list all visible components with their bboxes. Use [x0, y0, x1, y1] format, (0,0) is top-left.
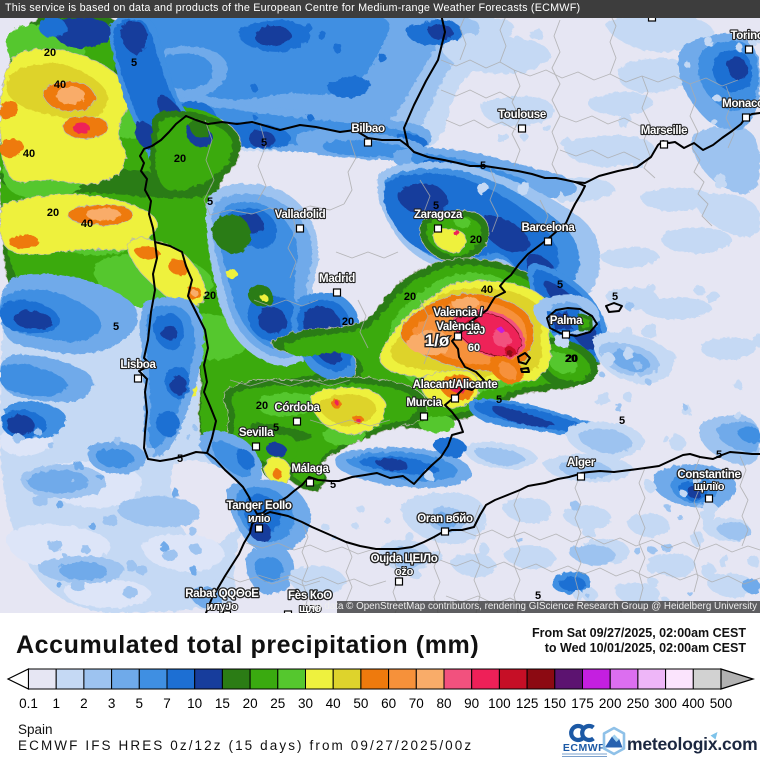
svg-text:400: 400 [682, 696, 705, 711]
svg-text:60: 60 [468, 342, 480, 354]
svg-text:125: 125 [516, 696, 539, 711]
svg-text:Toulouse: Toulouse [498, 109, 546, 121]
svg-text:20: 20 [404, 291, 416, 303]
svg-text:30: 30 [298, 696, 313, 711]
svg-text:500: 500 [710, 696, 733, 711]
svg-text:0.1: 0.1 [19, 696, 38, 711]
svg-text:3: 3 [108, 696, 116, 711]
svg-text:Torino: Torino [730, 30, 760, 42]
svg-text:5: 5 [496, 394, 502, 406]
svg-text:ECMWF: ECMWF [563, 742, 605, 754]
svg-text:5: 5 [136, 696, 144, 711]
svg-text:València: València [436, 321, 481, 333]
svg-text:Barcelona: Barcelona [522, 222, 576, 234]
svg-text:5: 5 [535, 590, 541, 602]
svg-text:Zaragoza: Zaragoza [414, 209, 463, 221]
svg-text:Córdoba: Córdoba [274, 402, 320, 414]
svg-text:5: 5 [716, 449, 722, 461]
svg-text:5: 5 [433, 200, 439, 212]
svg-text:Oran вбйо: Oran вбйо [417, 513, 473, 525]
svg-text:5: 5 [619, 415, 625, 427]
svg-text:5: 5 [557, 279, 563, 291]
svg-text:Fès КоO: Fès КоO [288, 590, 332, 602]
svg-text:90: 90 [464, 696, 479, 711]
svg-text:5: 5 [207, 196, 213, 208]
svg-text:175: 175 [571, 696, 594, 711]
svg-text:щіліїо: щіліїо [694, 481, 725, 493]
svg-text:щло: щло [299, 603, 322, 615]
svg-text:5: 5 [261, 137, 267, 149]
svg-text:150: 150 [544, 696, 567, 711]
svg-text:Bilbao: Bilbao [351, 123, 385, 135]
svg-text:60: 60 [381, 696, 396, 711]
svg-text:20: 20 [470, 234, 482, 246]
svg-text:300: 300 [654, 696, 677, 711]
svg-text:20: 20 [174, 153, 186, 165]
svg-text:Murcia: Murcia [406, 397, 442, 409]
svg-text:илуЈо: илуЈо [206, 601, 238, 613]
svg-text:5: 5 [131, 57, 137, 69]
svg-text:Palma: Palma [550, 315, 583, 327]
svg-text:20: 20 [565, 353, 577, 365]
svg-text:20: 20 [342, 316, 354, 328]
svg-text:70: 70 [409, 696, 424, 711]
svg-text:Valladolid: Valladolid [275, 209, 326, 221]
svg-text:Constantine: Constantine [677, 469, 740, 481]
svg-text:40: 40 [23, 148, 35, 160]
svg-text:5: 5 [330, 479, 336, 491]
svg-text:Tanger ЕоΙΙо: Tanger ЕоΙΙо [226, 500, 291, 512]
svg-text:Oujda ЦЕІЛо: Oujda ЦЕІЛо [371, 553, 438, 565]
svg-text:5: 5 [273, 422, 279, 434]
svg-text:Lisboa: Lisboa [120, 359, 156, 371]
svg-text:1/ø: 1/ø [425, 331, 450, 350]
svg-text:5: 5 [113, 321, 119, 333]
svg-text:Valencia /: Valencia / [433, 307, 484, 319]
svg-text:40: 40 [481, 284, 493, 296]
svg-text:2: 2 [80, 696, 88, 711]
svg-text:15: 15 [215, 696, 230, 711]
svg-text:20: 20 [47, 207, 59, 219]
svg-text:5: 5 [612, 291, 618, 303]
svg-text:100: 100 [467, 325, 485, 337]
svg-text:25: 25 [270, 696, 285, 711]
svg-text:10: 10 [187, 696, 202, 711]
svg-text:Marseille: Marseille [641, 125, 688, 137]
svg-text:1: 1 [52, 696, 60, 711]
svg-text:80: 80 [436, 696, 451, 711]
svg-text:250: 250 [627, 696, 650, 711]
svg-text:100: 100 [488, 696, 511, 711]
svg-text:5: 5 [177, 453, 183, 465]
svg-text:40: 40 [81, 218, 93, 230]
svg-text:Alacant/Alicante: Alacant/Alicante [413, 379, 498, 391]
svg-text:20: 20 [204, 290, 216, 302]
svg-text:20: 20 [44, 47, 56, 59]
svg-text:Monaco: Monaco [722, 98, 760, 110]
svg-text:Alger: Alger [567, 457, 596, 469]
svg-text:Rabat QQΘоE: Rabat QQΘоE [185, 588, 259, 600]
svg-text:Sevilla: Sevilla [239, 427, 274, 439]
svg-text:Madrid: Madrid [319, 273, 355, 285]
svg-text:оžо: оžо [395, 566, 414, 578]
svg-text:20: 20 [256, 400, 268, 412]
svg-text:50: 50 [353, 696, 368, 711]
svg-text:meteologix.com: meteologix.com [627, 734, 757, 754]
svg-text:200: 200 [599, 696, 622, 711]
svg-text:40: 40 [54, 79, 66, 91]
svg-text:7: 7 [163, 696, 171, 711]
svg-text:5: 5 [480, 160, 486, 172]
svg-text:Málaga: Málaga [291, 463, 329, 475]
svg-text:иліо: иліо [248, 513, 271, 525]
svg-text:40: 40 [326, 696, 341, 711]
svg-text:20: 20 [566, 353, 578, 365]
svg-text:20: 20 [243, 696, 258, 711]
